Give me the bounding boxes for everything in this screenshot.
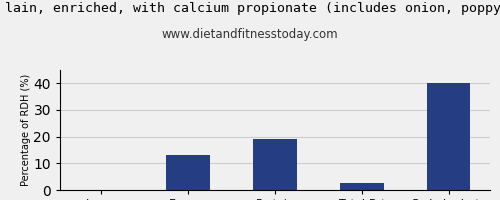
- Text: lain, enriched, with calcium propionate (includes onion, poppy, sesame): lain, enriched, with calcium propionate …: [5, 2, 500, 15]
- Text: www.dietandfitnesstoday.com: www.dietandfitnesstoday.com: [162, 28, 338, 41]
- Bar: [166, 155, 210, 190]
- Bar: [340, 183, 384, 190]
- Bar: [427, 83, 470, 190]
- Y-axis label: Percentage of RDH (%): Percentage of RDH (%): [20, 74, 30, 186]
- Bar: [254, 139, 296, 190]
